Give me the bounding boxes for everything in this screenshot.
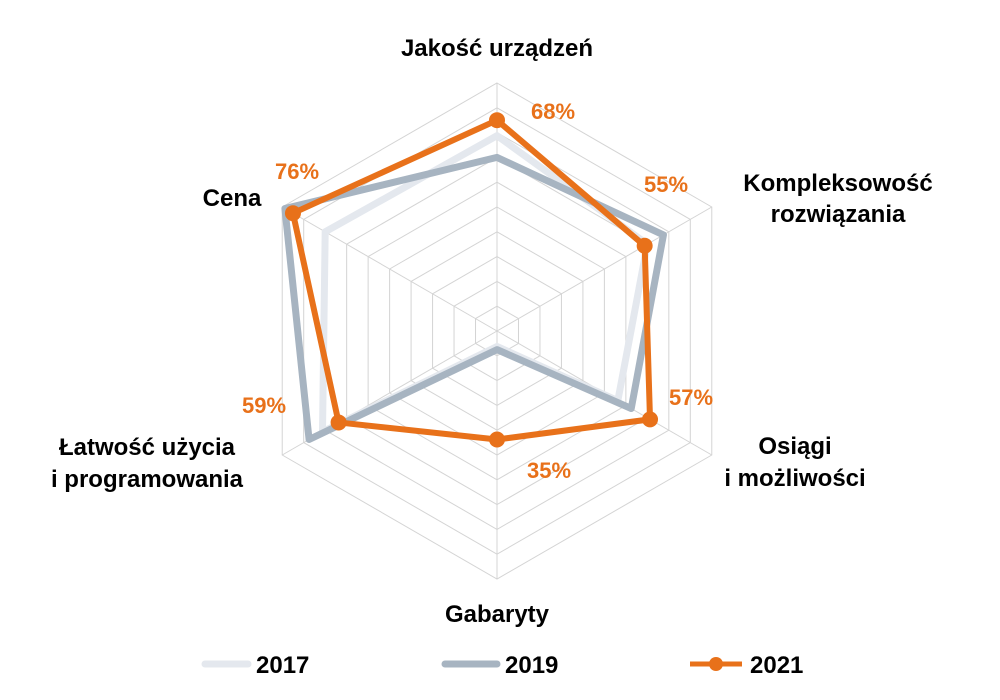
axis-label-kompleksowosc-line2: rozwiązania <box>771 201 906 228</box>
axis-labels: Jakość urządzeń Kompleksowość rozwiązani… <box>51 35 933 628</box>
series-2021 <box>284 112 659 448</box>
point-2021-4 <box>330 414 347 431</box>
data-label-jakosc: 68% <box>531 99 575 124</box>
data-label-latwosc: 59% <box>242 393 286 418</box>
radar-series <box>281 112 667 448</box>
series-2019 <box>281 153 667 443</box>
axis-label-latwosc-line2: i programowania <box>51 466 244 493</box>
legend-item-2021: 2021 <box>690 652 803 679</box>
point-2021-2 <box>642 411 659 428</box>
data-label-cena: 76% <box>275 159 319 184</box>
point-2021-5 <box>284 205 301 222</box>
axis-label-latwosc-line1: Łatwość użycia <box>59 434 236 461</box>
legend-marker-2021 <box>709 657 723 671</box>
data-label-gabaryty: 35% <box>527 458 571 483</box>
legend-item-2019: 2019 <box>441 652 558 679</box>
data-labels: 68% 55% 57% 35% 59% 76% <box>242 99 713 483</box>
legend-label-2019: 2019 <box>505 652 558 679</box>
legend: 2017 2019 2021 <box>201 652 803 679</box>
legend-label-2017: 2017 <box>256 652 309 679</box>
axis-label-kompleksowosc-line1: Kompleksowość <box>743 170 932 197</box>
grid-spoke-5 <box>281 206 498 332</box>
axis-label-osiagi-line2: i możliwości <box>724 465 865 492</box>
axis-label-jakosc: Jakość urządzeń <box>401 35 593 62</box>
data-label-kompleksowosc: 55% <box>644 172 688 197</box>
axis-label-osiagi-line1: Osiągi <box>758 433 831 460</box>
legend-label-2021: 2021 <box>750 652 803 679</box>
axis-label-gabaryty: Gabaryty <box>445 601 550 628</box>
grid-spoke-1 <box>496 206 713 332</box>
point-2021-0 <box>489 112 505 129</box>
axis-label-cena: Cena <box>203 185 262 212</box>
series-line-2019 <box>281 153 667 443</box>
legend-item-2017: 2017 <box>201 652 309 679</box>
point-2021-1 <box>636 237 653 254</box>
point-2021-3 <box>489 431 505 448</box>
data-label-osiagi: 57% <box>669 385 713 410</box>
